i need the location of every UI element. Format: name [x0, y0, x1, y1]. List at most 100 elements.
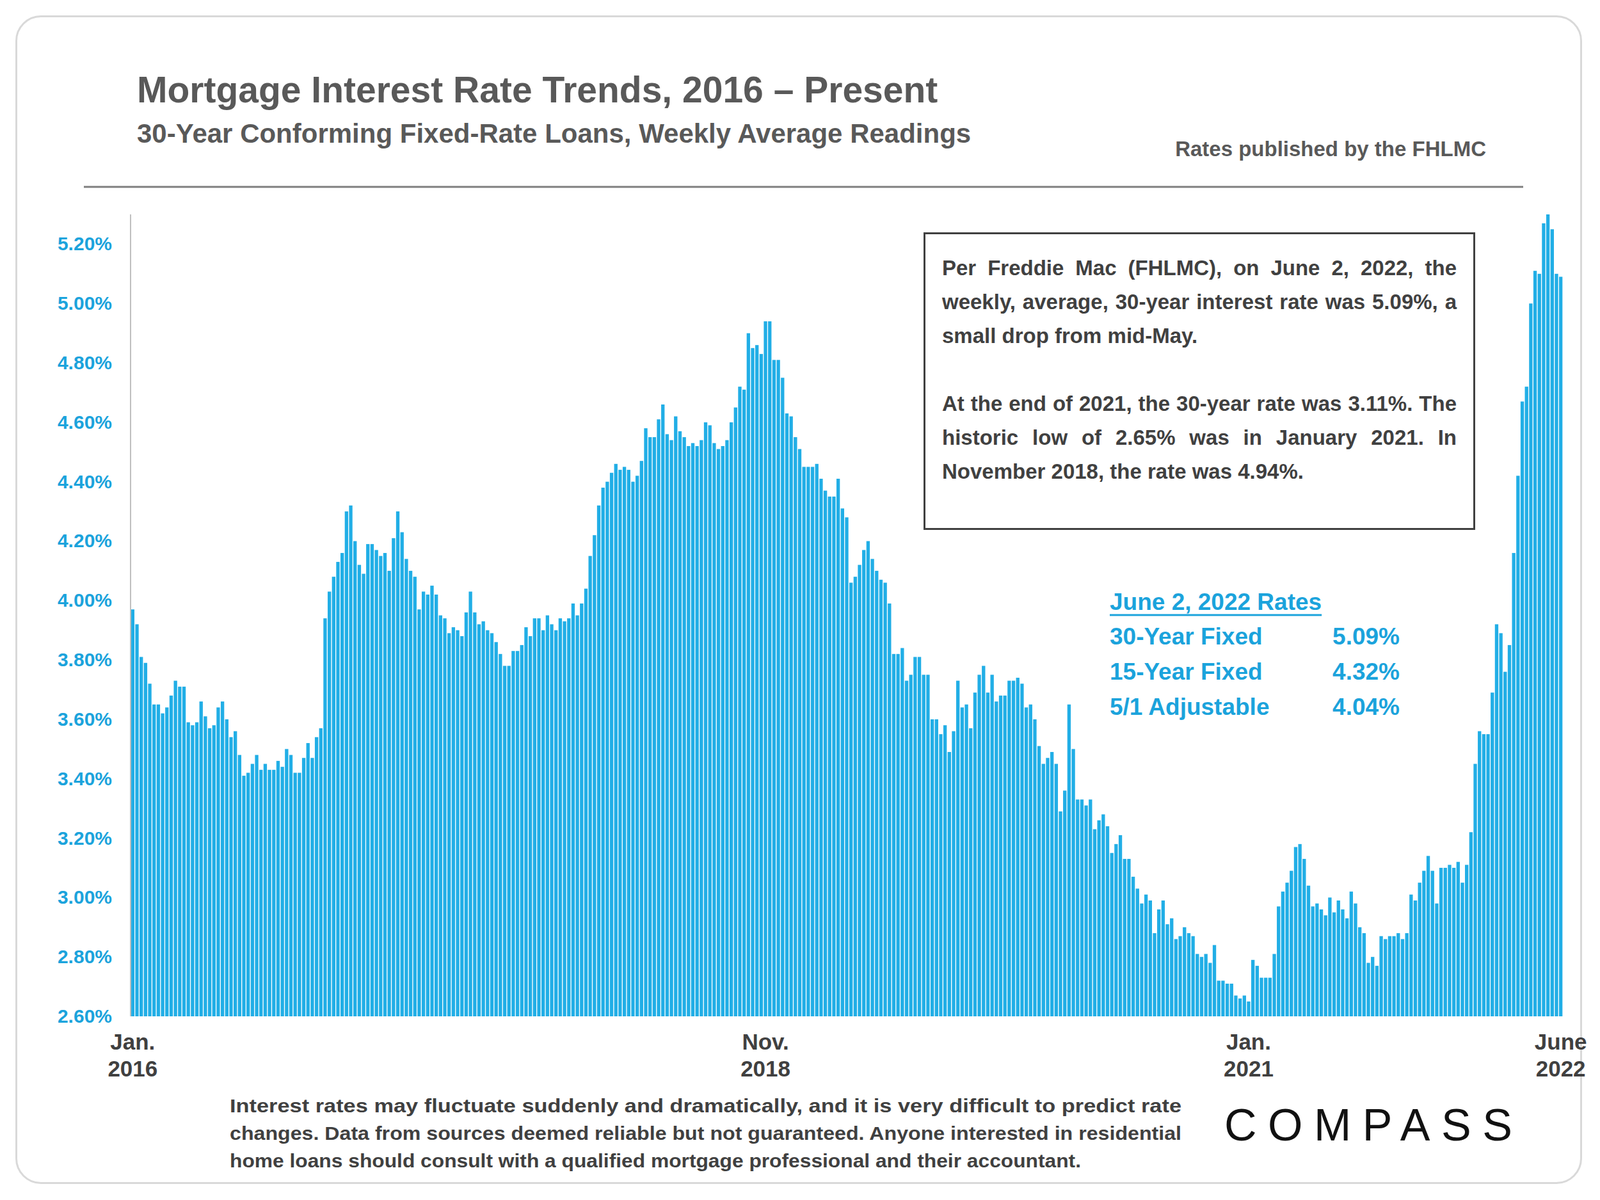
- bar: [648, 437, 652, 1017]
- rates-title: June 2, 2022 Rates: [1109, 588, 1322, 616]
- bar: [737, 386, 742, 1017]
- bar: [536, 618, 541, 1017]
- bar: [896, 654, 900, 1017]
- bar: [1559, 276, 1563, 1017]
- bar: [951, 730, 955, 1017]
- bar: [426, 594, 430, 1017]
- bar: [1187, 933, 1191, 1017]
- bar: [233, 730, 237, 1017]
- bar: [562, 621, 566, 1017]
- bar: [665, 433, 669, 1017]
- bar: [220, 701, 224, 1017]
- bar: [1264, 977, 1268, 1017]
- bar: [1422, 871, 1426, 1017]
- bar: [1075, 799, 1080, 1017]
- bar: [1546, 214, 1550, 1017]
- bar: [1413, 900, 1417, 1017]
- bar: [1020, 683, 1024, 1017]
- bar: [1200, 956, 1204, 1017]
- bar: [1358, 927, 1362, 1017]
- bar: [857, 565, 861, 1017]
- bar: [1439, 867, 1443, 1017]
- bar: [1469, 832, 1473, 1017]
- bar: [571, 603, 575, 1017]
- bar: [1139, 903, 1144, 1017]
- bar: [250, 764, 255, 1017]
- bar: [353, 540, 357, 1017]
- bar: [1054, 764, 1058, 1017]
- bar: [1477, 730, 1481, 1017]
- bar: [567, 618, 571, 1017]
- bar: [1152, 933, 1156, 1017]
- bar: [477, 624, 481, 1017]
- bar: [1503, 672, 1507, 1017]
- bar: [588, 556, 592, 1017]
- bar: [186, 722, 191, 1017]
- bar: [554, 630, 558, 1017]
- bar: [1136, 888, 1140, 1017]
- bar: [627, 469, 631, 1017]
- annotation: At the end of 2021, the 30-year rate was…: [942, 386, 1457, 489]
- bar: [994, 701, 998, 1017]
- bar: [977, 674, 981, 1017]
- bar: [926, 674, 930, 1017]
- bar: [1080, 799, 1084, 1017]
- y-tick-label: 4.40%: [57, 471, 112, 493]
- bar: [490, 632, 494, 1017]
- bar: [763, 321, 767, 1017]
- bar: [1336, 900, 1341, 1017]
- bar: [1366, 962, 1370, 1017]
- bar: [652, 437, 656, 1017]
- bar: [306, 743, 310, 1017]
- bar: [635, 475, 639, 1017]
- x-tick-label: June2022: [1534, 1029, 1588, 1081]
- bar: [682, 437, 686, 1017]
- bar: [259, 769, 263, 1017]
- bar: [592, 535, 596, 1017]
- bar: [802, 466, 806, 1017]
- bar: [216, 707, 220, 1017]
- bar: [302, 757, 306, 1017]
- bar: [960, 707, 964, 1017]
- bar: [511, 650, 515, 1017]
- bars: [131, 214, 1563, 1017]
- bar: [1434, 903, 1439, 1017]
- bar: [1456, 862, 1460, 1017]
- bar: [1230, 983, 1234, 1017]
- bar: [575, 615, 579, 1017]
- rates-value: 4.04%: [1332, 693, 1400, 720]
- bar: [1016, 677, 1020, 1017]
- x-tick-label: Nov.2018: [740, 1029, 791, 1081]
- bar: [862, 549, 866, 1017]
- bar: [177, 686, 182, 1017]
- y-tick-label: 3.00%: [57, 886, 112, 908]
- bar: [276, 760, 280, 1017]
- bar: [678, 431, 682, 1017]
- bar: [1285, 882, 1289, 1017]
- bar: [853, 576, 857, 1017]
- bar: [1071, 748, 1075, 1017]
- bar: [1383, 938, 1387, 1017]
- bar: [785, 413, 789, 1017]
- bar: [1127, 858, 1131, 1017]
- bar: [823, 490, 827, 1017]
- bar: [1225, 983, 1229, 1017]
- chart: Mortgage Interest Rate Trends, 2016 – Pr…: [0, 0, 1600, 1200]
- bar: [387, 570, 392, 1017]
- bar: [169, 695, 173, 1017]
- bar: [1324, 915, 1328, 1017]
- bar: [695, 446, 699, 1017]
- bar: [956, 680, 960, 1017]
- bar: [1554, 273, 1558, 1017]
- bar: [661, 404, 665, 1017]
- y-tick-label: 4.00%: [57, 589, 112, 611]
- bar: [1302, 858, 1306, 1017]
- bar: [323, 618, 327, 1017]
- bar: [947, 752, 952, 1017]
- logo: COMPASS: [1224, 1100, 1513, 1151]
- bar: [1063, 790, 1067, 1017]
- bar: [1520, 401, 1524, 1017]
- bar: [147, 683, 152, 1017]
- rates-label: 5/1 Adjustable: [1109, 693, 1270, 720]
- bar: [734, 407, 738, 1017]
